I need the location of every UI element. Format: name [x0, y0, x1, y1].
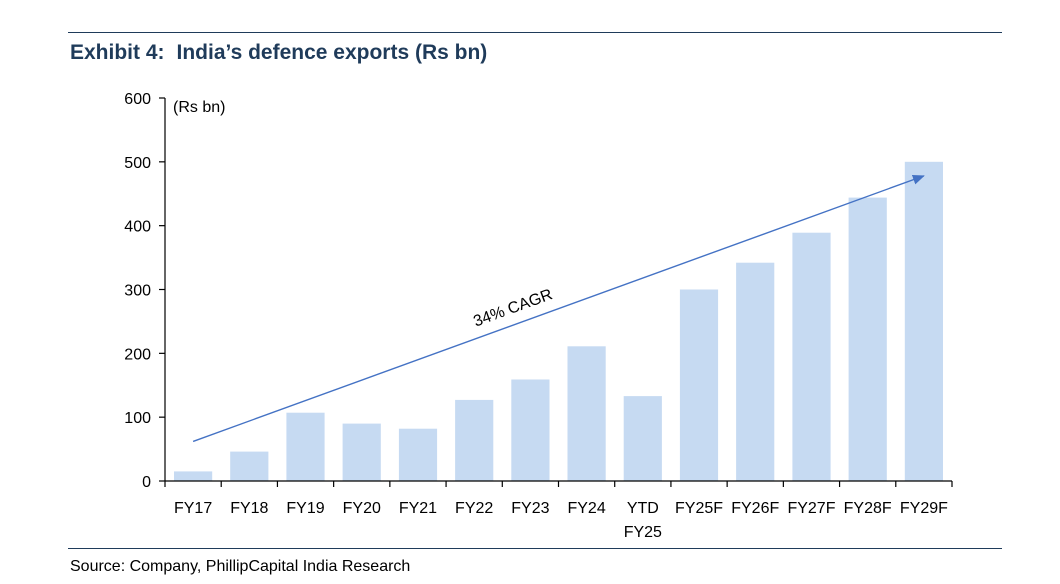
bar-fy23 [511, 379, 550, 481]
x-tick-label: FY29F [900, 500, 948, 517]
bottom-rule [68, 548, 1002, 549]
x-ticks-group: FY17 FY18 FY19 FY20 FY21 FY22 FY23 FY24 YTDFY25F… [164, 481, 953, 541]
bar-fy19 [286, 412, 325, 481]
y-axis-label: (Rs bn) [173, 99, 225, 116]
y-tick-label: 600 [124, 91, 151, 108]
bar-fy25f [679, 289, 719, 481]
bar-fy17 [174, 471, 213, 481]
bar-fy26f [736, 262, 775, 481]
x-tick-label: FY18 [230, 500, 268, 517]
x-tick-label: FY21 [399, 500, 437, 517]
source-note: Source: Company, PhillipCapital India Re… [70, 558, 411, 575]
cagr-annotation: 34% CAGR [471, 286, 555, 330]
bars-group [174, 161, 943, 482]
bar-fy27f [792, 232, 831, 481]
exhibit-title-text: India’s defence exports (Rs bn) [176, 41, 488, 64]
exhibit-label: Exhibit 4: [70, 41, 165, 64]
bar-fy29f [904, 161, 943, 482]
y-tick-label: 100 [124, 410, 151, 427]
bar-fy22 [455, 399, 494, 481]
exhibit-title: Exhibit 4: India’s defence exports (Rs bn… [70, 41, 487, 65]
y-tick-label: 500 [124, 155, 151, 172]
x-tick-label: FY26F [731, 500, 779, 517]
x-tick-label: FY17 [174, 500, 212, 517]
x-tick-label: FY24 [567, 500, 605, 517]
bar-fy24 [567, 346, 606, 481]
x-tick-label: FY27F [787, 500, 835, 517]
x-tick-label: FY25 [624, 524, 662, 541]
bar-ytd-fy25 [623, 396, 662, 481]
cagr-arrow [192, 174, 925, 443]
x-tick-label: FY19 [286, 500, 324, 517]
x-tick-label: FY20 [343, 500, 381, 517]
top-rule [68, 32, 1002, 33]
bar-fy28f [848, 197, 887, 481]
y-tick-label: 200 [124, 346, 151, 363]
y-ticks-group: 0 100 200 300 400 500 600 [124, 91, 165, 491]
x-tick-label: FY25F [675, 500, 723, 517]
x-tick-label: FY22 [455, 500, 493, 517]
x-tick-label: YTD [627, 500, 659, 517]
y-tick-label: 0 [142, 474, 151, 491]
bar-fy21 [398, 428, 438, 481]
y-tick-label: 400 [124, 219, 151, 236]
x-tick-label: FY23 [511, 500, 549, 517]
bar-fy20 [342, 423, 381, 481]
y-tick-label: 300 [124, 283, 151, 300]
bar-fy18 [230, 451, 269, 481]
x-tick-label: FY28F [844, 500, 892, 517]
